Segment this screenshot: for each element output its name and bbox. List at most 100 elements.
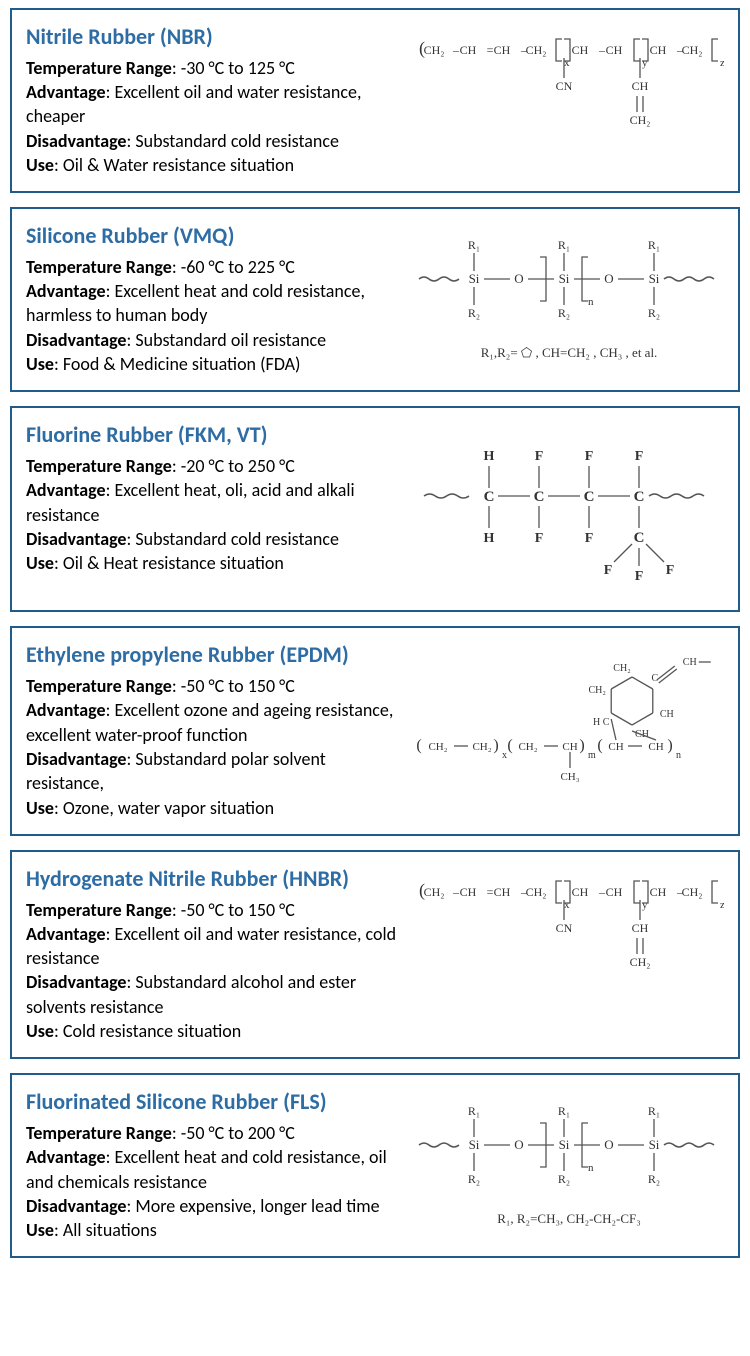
svg-text:O: O — [604, 1137, 613, 1152]
svg-text:CH₂: CH₂ — [613, 663, 630, 674]
svg-text:CN: CN — [556, 921, 573, 935]
label-adv: Advantage — [26, 699, 106, 721]
value-temp: : -60 °C to 225 °C — [172, 256, 295, 278]
svg-text:R₁: R₁ — [468, 1104, 480, 1118]
svg-text:n: n — [676, 750, 681, 761]
svg-text:O: O — [514, 271, 523, 286]
svg-text:x: x — [564, 899, 570, 911]
svg-text:CH: CH — [648, 741, 663, 753]
svg-text:CH: CH — [494, 885, 511, 899]
svg-text:F: F — [666, 563, 675, 578]
value-dis: : Substandard oil resistance — [126, 329, 326, 351]
structure-diagram: CHHCFFCFFCFCFFF — [414, 420, 724, 596]
material-title: Fluorine Rubber (FKM, VT) — [26, 420, 402, 450]
material-title: Silicone Rubber (VMQ) — [26, 221, 402, 251]
label-use: Use — [26, 797, 54, 819]
svg-text:F: F — [535, 531, 544, 546]
material-use: Use: Oil & Heat resistance situation — [26, 551, 402, 575]
svg-text:x: x — [564, 57, 570, 69]
material-text: Hydrogenate Nitrile Rubber (HNBR)Tempera… — [26, 864, 402, 1043]
svg-text:CH: CH — [650, 885, 667, 899]
value-temp: : -50 °C to 150 °C — [172, 899, 295, 921]
value-temp: : -50 °C to 150 °C — [172, 675, 295, 697]
svg-text:CH: CH — [632, 79, 649, 93]
material-card: Nitrile Rubber (NBR) Temperature Range: -… — [10, 8, 740, 193]
svg-text:): ) — [493, 737, 498, 754]
material-title: Nitrile Rubber (NBR) — [26, 22, 402, 52]
label-use: Use — [26, 1219, 54, 1241]
svg-text:R₁: R₁ — [468, 238, 480, 252]
material-temp: Temperature Range: -50 °C to 150 °C — [26, 674, 402, 698]
svg-text:C: C — [634, 489, 645, 505]
svg-text:CH: CH — [562, 741, 577, 753]
material-adv: Advantage: Excellent oil and water resis… — [26, 80, 402, 129]
svg-text:CH: CH — [460, 43, 477, 57]
material-text: Fluorine Rubber (FKM, VT)Temperature Ran… — [26, 420, 402, 575]
svg-text:): ) — [667, 737, 672, 754]
material-text: Silicone Rubber (VMQ)Temperature Range: … — [26, 221, 402, 376]
material-temp: Temperature Range: -50 °C to 200 °C — [26, 1121, 402, 1145]
label-adv: Advantage — [26, 81, 106, 103]
svg-text:Si: Si — [469, 1137, 480, 1152]
value-use: : Cold resistance situation — [54, 1020, 241, 1042]
label-adv: Advantage — [26, 479, 106, 501]
svg-text:): ) — [579, 737, 584, 754]
material-title: Hydrogenate Nitrile Rubber (HNBR) — [26, 864, 402, 894]
material-text: Nitrile Rubber (NBR) Temperature Range: -… — [26, 22, 402, 177]
svg-text:R₁: R₁ — [558, 1104, 570, 1118]
svg-text:CH: CH — [460, 885, 477, 899]
label-use: Use — [26, 154, 54, 176]
svg-text:H: H — [484, 531, 495, 546]
svg-text:=: = — [487, 43, 494, 57]
value-use: : Oil & Water resistance situation — [54, 154, 294, 176]
svg-text:CH₂: CH₂ — [428, 741, 447, 753]
svg-text:y: y — [642, 57, 648, 69]
value-temp: : -30 °C to 125 °C — [172, 57, 295, 79]
material-dis: Disadvantage: More expensive, longer lea… — [26, 1194, 402, 1218]
material-use: Use: Cold resistance situation — [26, 1019, 402, 1043]
svg-text:CH₂: CH₂ — [472, 741, 491, 753]
svg-text:F: F — [635, 569, 644, 584]
material-use: Use: Oil & Water resistance situation — [26, 153, 402, 177]
svg-text:CH₂: CH₂ — [682, 43, 703, 57]
diagram-subnote: R₁, R₂=CH₃, CH₂-CH₂-CF₃ — [497, 1211, 641, 1227]
svg-text:CH: CH — [606, 43, 623, 57]
svg-text:CH: CH — [650, 43, 667, 57]
value-dis: : Substandard cold resistance — [126, 528, 338, 550]
svg-text:C: C — [651, 673, 658, 684]
svg-text:H: H — [484, 449, 495, 464]
svg-text:F: F — [535, 449, 544, 464]
structure-diagram: (CH₂CH₂)x(CH₂CH)mCH₃(CHCH)nCH₂CH₂CCHCHH … — [414, 640, 724, 806]
material-text: Ethylene propylene Rubber (EPDM)Temperat… — [26, 640, 402, 819]
svg-text:R₁: R₁ — [648, 1104, 660, 1118]
svg-text:F: F — [604, 563, 613, 578]
svg-text:R₂: R₂ — [468, 306, 480, 320]
svg-text:R₁: R₁ — [648, 238, 660, 252]
label-temp: Temperature Range — [26, 57, 172, 79]
value-temp: : -20 °C to 250 °C — [172, 455, 295, 477]
svg-text:CH: CH — [572, 43, 589, 57]
svg-text:CH₂: CH₂ — [526, 43, 547, 57]
svg-text:Si: Si — [469, 271, 480, 286]
svg-text:CN: CN — [556, 79, 573, 93]
svg-text:CH₃: CH₃ — [560, 771, 579, 783]
svg-text:z: z — [720, 899, 724, 911]
svg-text:CH: CH — [494, 43, 511, 57]
material-dis: Disadvantage: Substandard oil resistance — [26, 328, 402, 352]
svg-text:Si: Si — [559, 271, 570, 286]
svg-text:C: C — [584, 489, 595, 505]
value-use: : All situations — [54, 1219, 157, 1241]
svg-text:(: ( — [597, 737, 602, 754]
value-use: : Food & Medicine situation (FDA) — [54, 353, 301, 375]
label-adv: Advantage — [26, 1146, 106, 1168]
svg-text:CH₂: CH₂ — [526, 885, 547, 899]
svg-text:C: C — [484, 489, 495, 505]
value-dis: : More expensive, longer lead time — [126, 1195, 379, 1217]
material-card: Silicone Rubber (VMQ)Temperature Range: … — [10, 207, 740, 392]
diagram-subnote: R₁,R₂= ⬠ , CH=CH₂ , CH₃ , et al. — [481, 345, 658, 361]
structure-diagram: SiR₁R₂SiR₁R₂SiR₁R₂OnOR₁,R₂= ⬠ , CH=CH₂ ,… — [414, 221, 724, 361]
label-adv: Advantage — [26, 923, 106, 945]
label-dis: Disadvantage — [26, 329, 126, 351]
label-dis: Disadvantage — [26, 748, 126, 770]
svg-text:CH: CH — [572, 885, 589, 899]
